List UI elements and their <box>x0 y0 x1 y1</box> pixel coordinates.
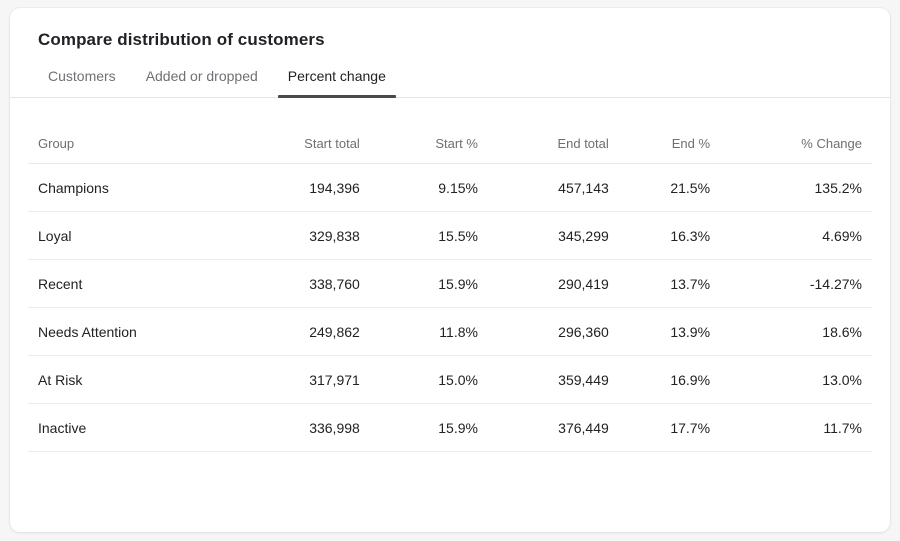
cell-start_total: 317,971 <box>239 355 370 404</box>
table-row-champions: Champions 194,396 9.15% 457,143 21.5% 135.2% <box>28 163 872 212</box>
table-wrap: Group Start total Start % End total End %% C… <box>10 124 890 452</box>
column-header-change: % Change <box>720 124 872 164</box>
column-header-start-total: Start total <box>239 124 370 164</box>
cell-end_total: 376,449 <box>487 403 619 452</box>
cell-end_pct: 16.3% <box>618 211 721 260</box>
tabs: Customers Added or dropped Percent change <box>10 54 890 98</box>
cell-start_total: 249,862 <box>239 307 370 356</box>
tab-added-or-dropped[interactable]: Added or dropped <box>136 54 268 97</box>
cell-end_total: 345,299 <box>487 211 619 260</box>
cell-end_total: 457,143 <box>487 163 619 212</box>
cell-start_pct: 15.9% <box>369 403 488 452</box>
cell-end_pct: 13.9% <box>618 307 721 356</box>
card-title: Compare distribution of customers <box>38 30 325 49</box>
cell-end_pct: 21.5% <box>618 163 721 212</box>
cell-start_pct: 15.5% <box>369 211 488 260</box>
cell-start_pct: 9.15% <box>369 163 488 212</box>
cell-group: Inactive <box>28 403 239 452</box>
table-row-needs-attention: Needs Attention 249,862 11.8% 296,360 13.9% 1… <box>28 307 872 356</box>
table-row-inactive: Inactive 336,998 15.9% 376,449 17.7% 11.7% <box>28 403 872 452</box>
cell-end_pct: 16.9% <box>618 355 721 404</box>
cell-group: Loyal <box>28 211 239 260</box>
cell-end_total: 290,419 <box>487 259 619 308</box>
cell-pct_change: 11.7% <box>720 403 872 452</box>
cell-start_total: 338,760 <box>239 259 370 308</box>
column-header-group: Group <box>28 124 239 164</box>
cell-start_pct: 11.8% <box>369 307 488 356</box>
cell-pct_change: 18.6% <box>720 307 872 356</box>
column-header-end-total: End total <box>487 124 619 164</box>
comparison-table: Group Start total Start % End total End %% C… <box>28 124 872 452</box>
cell-group: At Risk <box>28 355 239 404</box>
cell-end_total: 359,449 <box>487 355 619 404</box>
table-row-recent: Recent 338,760 15.9% 290,419 13.7% -14.27% <box>28 259 872 308</box>
cell-end_total: 296,360 <box>487 307 619 356</box>
table-header: Group Start total Start % End total End %% C… <box>28 124 872 164</box>
cell-start_total: 194,396 <box>239 163 370 212</box>
column-header-start: Start % <box>369 124 488 164</box>
cell-group: Needs Attention <box>28 307 239 356</box>
cell-group: Recent <box>28 259 239 308</box>
cell-start_total: 329,838 <box>239 211 370 260</box>
cell-pct_change: 135.2% <box>720 163 872 212</box>
table-body: Champions 194,396 9.15% 457,143 21.5% 135.2% L… <box>28 163 872 452</box>
table-header-row: Group Start total Start % End total End %% C… <box>28 124 872 164</box>
table-row-loyal: Loyal 329,838 15.5% 345,299 16.3% 4.69% <box>28 211 872 260</box>
cell-pct_change: 13.0% <box>720 355 872 404</box>
column-header-end: End % <box>618 124 721 164</box>
compare-distribution-card: Compare distribution of customers Custom… <box>10 8 890 532</box>
cell-end_pct: 13.7% <box>618 259 721 308</box>
cell-start_pct: 15.9% <box>369 259 488 308</box>
table-row-at-risk: At Risk 317,971 15.0% 359,449 16.9% 13.0% <box>28 355 872 404</box>
tab-customers[interactable]: Customers <box>38 54 126 97</box>
cell-start_pct: 15.0% <box>369 355 488 404</box>
cell-group: Champions <box>28 163 239 212</box>
cell-end_pct: 17.7% <box>618 403 721 452</box>
cell-pct_change: 4.69% <box>720 211 872 260</box>
cell-start_total: 336,998 <box>239 403 370 452</box>
cell-pct_change: -14.27% <box>720 259 872 308</box>
tab-percent-change[interactable]: Percent change <box>277 54 396 98</box>
